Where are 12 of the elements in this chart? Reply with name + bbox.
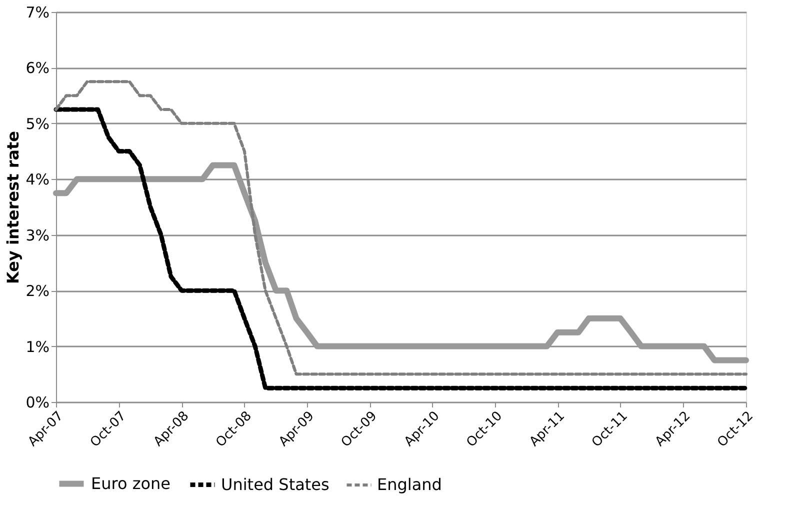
legend-label: England <box>377 475 442 494</box>
legend-label: Euro zone <box>91 474 171 493</box>
y-tick-label: 7% <box>26 4 50 22</box>
y-tick-label: 2% <box>26 282 50 300</box>
y-axis-title: Key interest rate <box>4 130 23 284</box>
legend-label: United States <box>221 474 330 494</box>
y-tick-label: 1% <box>26 338 50 356</box>
y-tick-label: 5% <box>26 114 50 133</box>
y-tick-label: 6% <box>26 59 50 78</box>
y-tick-label: 0% <box>26 394 50 412</box>
y-tick-label: 4% <box>26 170 50 189</box>
y-tick-label: 3% <box>26 226 50 244</box>
